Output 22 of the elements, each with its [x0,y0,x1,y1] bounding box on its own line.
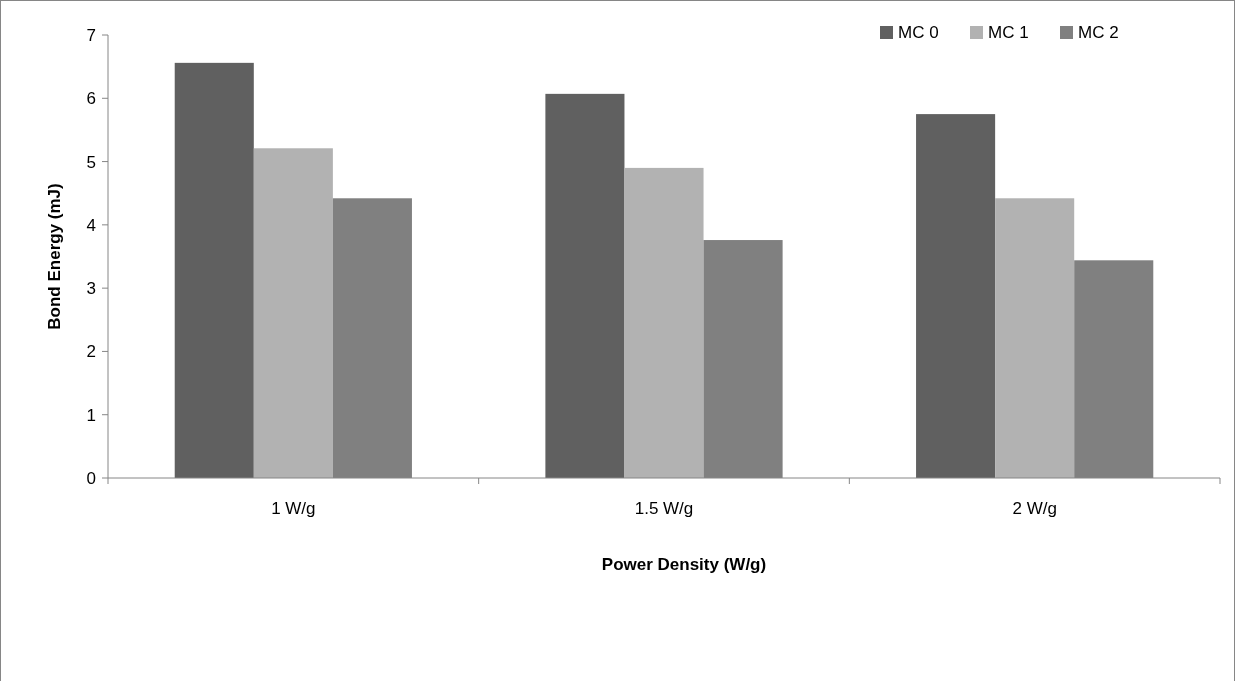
x-tick-label: 1 W/g [271,499,316,518]
y-tick-label: 4 [86,215,96,235]
y-tick-label: 1 [86,405,96,425]
bar [916,114,996,478]
legend-label: MC 2 [1078,22,1119,42]
bar [253,148,333,478]
legend-label: MC 1 [988,22,1029,42]
x-tick-label: 1.5 W/g [634,499,694,518]
y-tick-label: 3 [86,279,96,299]
bar [174,62,254,478]
y-tick-label: 6 [86,89,96,109]
y-tick-label: 2 [86,342,96,362]
legend-label: MC 0 [898,22,939,42]
y-tick-label: 5 [86,152,96,172]
y-axis-title: Bond Energy (mJ) [45,183,64,330]
x-axis-title: Power Density (W/g) [601,555,767,574]
x-tick-label: 2 W/g [1012,499,1057,518]
y-tick-label: 0 [86,468,96,488]
bar [545,93,625,478]
y-tick-label: 7 [86,25,96,45]
bar [624,167,704,478]
bar [995,198,1075,478]
